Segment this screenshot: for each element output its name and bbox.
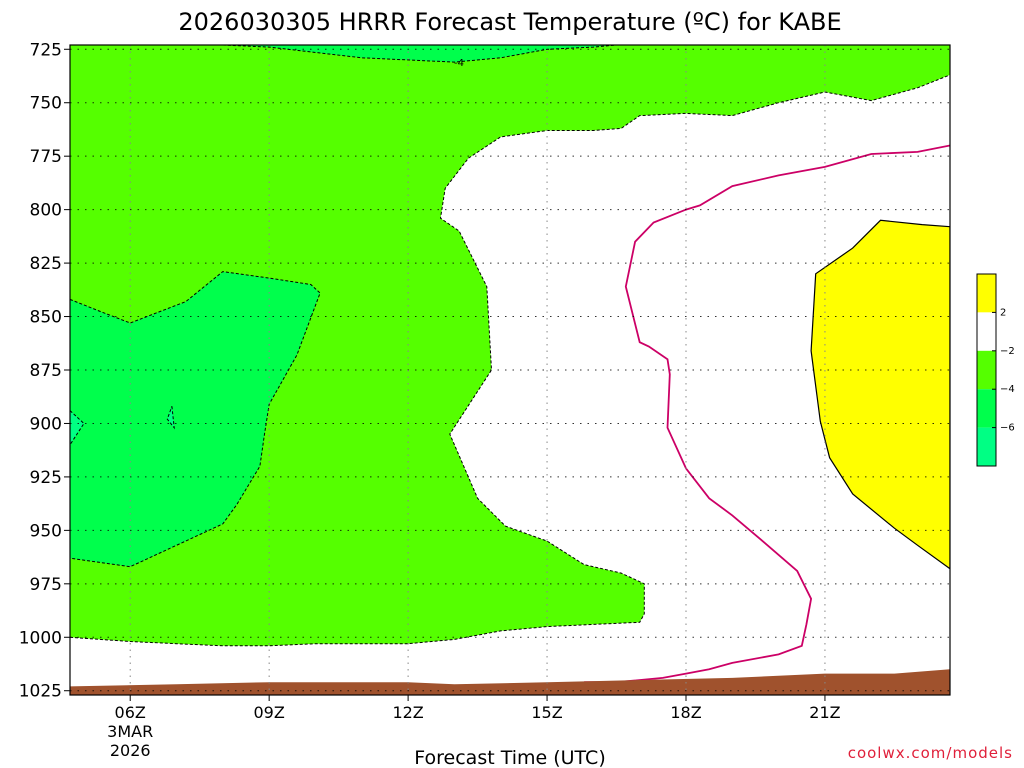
- x-tick-label: 12Z: [392, 703, 423, 722]
- x-tick-label: 09Z: [253, 703, 284, 722]
- contour-labels: -4: [454, 58, 464, 69]
- credit-text: coolwx.com/models: [848, 744, 1013, 762]
- colorbar-swatch: [977, 427, 996, 466]
- y-tick-label: 925: [30, 468, 62, 488]
- above-plus2-region: [810, 219, 950, 570]
- y-tick-label: 750: [30, 94, 62, 114]
- minus6-to-minus4-top-region: [222, 45, 617, 63]
- colorbar-frame: [976, 273, 997, 467]
- x-tick-label: 06Z: [115, 703, 146, 722]
- x-tick-year-label: 2026: [110, 741, 151, 760]
- gridlines: [70, 45, 950, 695]
- ground-surface: [70, 669, 950, 695]
- y-tick-label: 975: [30, 575, 62, 595]
- plot-area: [70, 45, 950, 695]
- zero-degree-contour-line: [584, 144, 950, 684]
- y-tick-label: 875: [30, 361, 62, 381]
- colorbar-tick-label: −2: [1000, 346, 1015, 357]
- colorbar-tick-label: −6: [1000, 423, 1015, 434]
- x-axis-label: Forecast Time (UTC): [414, 747, 605, 768]
- x-tick-label: 15Z: [531, 703, 562, 722]
- y-tick-label: 850: [30, 308, 62, 328]
- colorbar-legend: 2 −2 −4 −6: [976, 273, 1015, 467]
- colorbar-tick-label: −4: [1000, 384, 1015, 395]
- below-minus6-pocket-small: [166, 406, 175, 430]
- y-axis: 725 750 775 800 825 850 875 900 925 950 975 1000 102…: [19, 40, 70, 702]
- y-tick-label: 1000: [19, 628, 62, 648]
- colorbar-tick-label: 2: [1000, 307, 1006, 318]
- x-tick-date-label: 3MAR: [107, 722, 153, 741]
- y-tick-label: 825: [30, 254, 62, 274]
- y-tick-label: 725: [30, 40, 62, 60]
- x-tick-label: 18Z: [670, 703, 701, 722]
- colorbar-swatch: [977, 389, 996, 428]
- x-tick-label: 21Z: [809, 703, 840, 722]
- colorbar-swatch: [977, 274, 996, 313]
- colorbar-swatch: [977, 350, 996, 390]
- y-tick-label: 800: [30, 201, 62, 221]
- y-tick-label: 1025: [19, 682, 62, 702]
- y-tick-label: 775: [30, 147, 62, 167]
- colorbar-swatch: [977, 312, 996, 351]
- y-tick-label: 900: [30, 414, 62, 434]
- chart-title: 2026030305 HRRR Forecast Temperature (ºC…: [178, 8, 841, 36]
- below-minus6-pocket-left: [70, 409, 85, 446]
- contour-value-label: -4: [454, 58, 464, 69]
- minus6-to-minus4-region: [70, 271, 321, 568]
- y-tick-label: 950: [30, 521, 62, 541]
